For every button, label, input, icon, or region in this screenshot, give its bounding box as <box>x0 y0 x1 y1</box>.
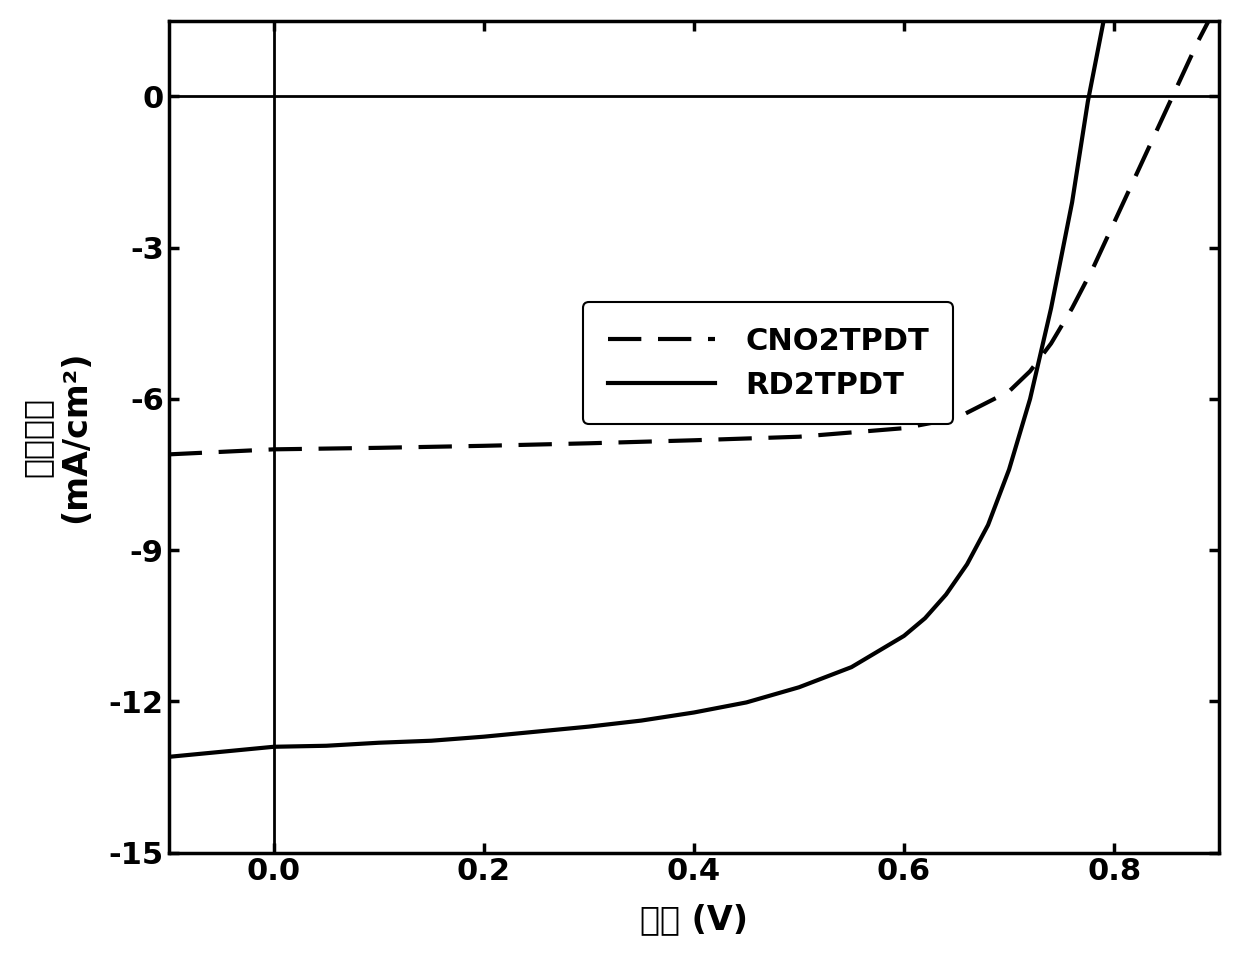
RD2TPDT <box>897 630 911 641</box>
RD2TPDT <box>791 681 806 693</box>
CNO2TPDT <box>582 437 596 449</box>
RD2TPDT <box>939 589 954 600</box>
RD2TPDT <box>529 726 544 738</box>
CNO2TPDT <box>1190 35 1205 47</box>
RD2TPDT <box>267 741 281 752</box>
CNO2TPDT <box>267 444 281 456</box>
RD2TPDT <box>981 520 996 531</box>
CNO2TPDT <box>687 434 702 446</box>
RD2TPDT <box>319 740 334 751</box>
RD2TPDT <box>739 697 754 708</box>
RD2TPDT <box>1023 393 1038 405</box>
CNO2TPDT <box>1106 216 1121 228</box>
RD2TPDT <box>1044 302 1059 314</box>
CNO2TPDT <box>1211 0 1226 7</box>
Legend: CNO2TPDT, RD2TPDT: CNO2TPDT, RD2TPDT <box>583 302 954 425</box>
RD2TPDT <box>161 751 176 763</box>
CNO2TPDT <box>161 449 176 460</box>
RD2TPDT <box>371 737 386 748</box>
RD2TPDT <box>687 707 702 719</box>
CNO2TPDT <box>1127 171 1142 183</box>
CNO2TPDT <box>1169 80 1184 92</box>
RD2TPDT <box>582 721 596 732</box>
RD2TPDT <box>1002 464 1017 476</box>
CNO2TPDT <box>1044 338 1059 349</box>
RD2TPDT <box>1096 15 1111 27</box>
CNO2TPDT <box>1065 302 1080 314</box>
CNO2TPDT <box>791 431 806 442</box>
CNO2TPDT <box>1002 386 1017 397</box>
CNO2TPDT <box>897 422 911 434</box>
RD2TPDT <box>476 731 491 743</box>
RD2TPDT <box>634 715 649 726</box>
RD2TPDT <box>1065 196 1080 208</box>
CNO2TPDT <box>1148 126 1163 138</box>
Y-axis label: 电流密度
(mA/cm²): 电流密度 (mA/cm²) <box>21 350 92 523</box>
RD2TPDT <box>844 661 859 673</box>
CNO2TPDT <box>1023 366 1038 377</box>
CNO2TPDT <box>949 412 963 424</box>
CNO2TPDT <box>371 442 386 454</box>
Line: RD2TPDT: RD2TPDT <box>169 21 1104 757</box>
CNO2TPDT <box>1086 262 1101 274</box>
RD2TPDT <box>1080 96 1095 107</box>
RD2TPDT <box>424 735 439 746</box>
CNO2TPDT <box>476 440 491 452</box>
RD2TPDT <box>918 612 932 624</box>
X-axis label: 电压 (V): 电压 (V) <box>640 903 748 936</box>
Line: CNO2TPDT: CNO2TPDT <box>169 1 1219 455</box>
RD2TPDT <box>960 559 975 570</box>
